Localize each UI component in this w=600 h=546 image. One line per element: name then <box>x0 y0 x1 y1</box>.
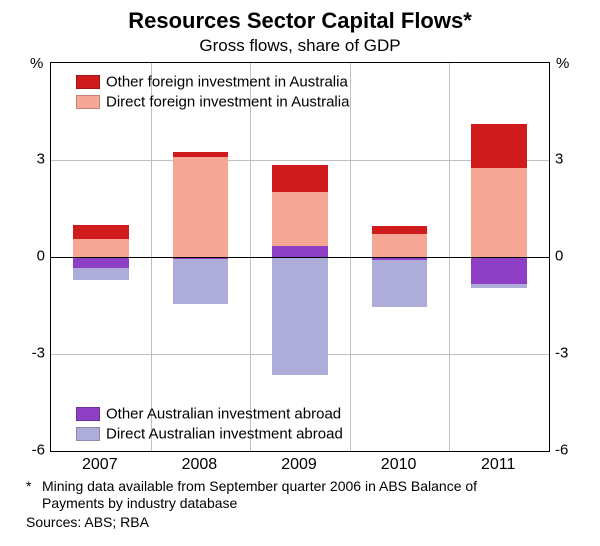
bar-direct_aus_abroad <box>73 268 129 279</box>
x-tick-label: 2007 <box>82 456 118 474</box>
bar-other_foreign_in_aus <box>372 226 428 234</box>
x-tick-label: 2008 <box>182 456 218 474</box>
bar-direct_aus_abroad <box>272 257 328 375</box>
y-unit-right: % <box>556 55 569 72</box>
plot-area <box>50 62 550 452</box>
bar-other_foreign_in_aus <box>471 124 527 168</box>
legend-label: Direct Australian investment abroad <box>106 426 343 443</box>
bar-other_aus_abroad <box>272 246 328 257</box>
sources: Sources: ABS; RBA <box>26 514 149 532</box>
bar-direct_foreign_in_aus <box>372 234 428 257</box>
bar-direct_foreign_in_aus <box>173 157 229 257</box>
bar-other_foreign_in_aus <box>173 152 229 157</box>
legend-label: Direct foreign investment in Australia <box>106 94 349 111</box>
y-tick-left: 3 <box>37 151 45 168</box>
legend-item: Other foreign investment in Australia <box>76 73 348 91</box>
bar-other_foreign_in_aus <box>272 165 328 192</box>
footnote-line2: Payments by industry database <box>42 495 237 513</box>
legend-item: Direct Australian investment abroad <box>76 425 343 443</box>
bar-direct_foreign_in_aus <box>272 192 328 245</box>
y-tick-left: -6 <box>32 442 45 459</box>
bar-direct_aus_abroad <box>471 284 527 287</box>
x-tick-label: 2011 <box>481 456 515 474</box>
bar-direct_aus_abroad <box>372 260 428 307</box>
bar-direct_foreign_in_aus <box>471 168 527 257</box>
y-unit-left: % <box>30 55 43 72</box>
x-tick-label: 2010 <box>381 456 417 474</box>
legend-item: Other Australian investment abroad <box>76 405 341 423</box>
x-tick-label: 2009 <box>281 456 317 474</box>
y-tick-left: 0 <box>37 248 45 265</box>
legend-swatch <box>76 75 100 89</box>
legend-item: Direct foreign investment in Australia <box>76 93 349 111</box>
legend-swatch <box>76 95 100 109</box>
legend-label: Other foreign investment in Australia <box>106 74 348 91</box>
legend-label: Other Australian investment abroad <box>106 406 341 423</box>
y-tick-right: 0 <box>555 248 563 265</box>
bar-other_aus_abroad <box>471 257 527 284</box>
y-tick-left: -3 <box>32 345 45 362</box>
chart-container: Resources Sector Capital Flows* Gross fl… <box>0 0 600 546</box>
chart-subtitle: Gross flows, share of GDP <box>0 34 600 56</box>
footnote-star: * <box>26 478 31 494</box>
legend-swatch <box>76 427 100 441</box>
bar-other_aus_abroad <box>73 257 129 268</box>
y-tick-right: 3 <box>555 151 563 168</box>
bar-other_foreign_in_aus <box>73 225 129 240</box>
bar-direct_aus_abroad <box>173 259 229 304</box>
bar-direct_foreign_in_aus <box>73 239 129 257</box>
y-tick-right: -3 <box>555 345 568 362</box>
zero-line-top <box>51 257 549 258</box>
chart-title: Resources Sector Capital Flows* <box>0 0 600 34</box>
y-tick-right: -6 <box>555 442 568 459</box>
footnote-line1: Mining data available from September qua… <box>42 478 477 496</box>
legend-swatch <box>76 407 100 421</box>
